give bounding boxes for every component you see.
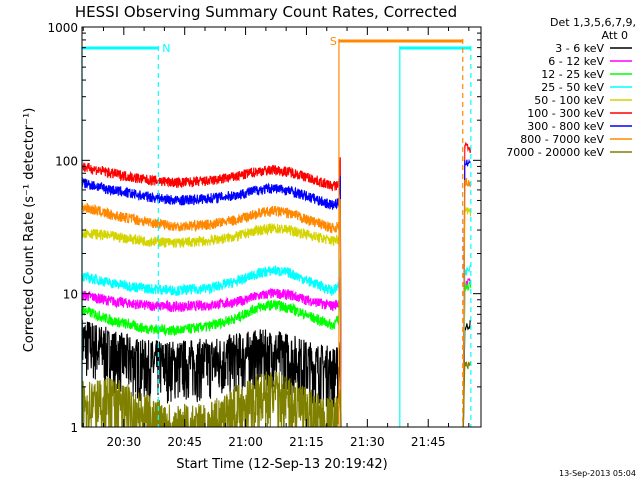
series-line-6-post-saa [462,141,472,428]
series-line-5 [81,211,342,428]
series-line-4 [81,258,342,428]
footer-date: 13-Sep-2013 05:04 [559,469,636,478]
legend-entry: 25 - 50 keV [541,81,632,94]
legend-entry: 6 - 12 keV [548,55,632,68]
legend-entry: 12 - 25 keV [541,68,632,81]
legend-header-line-1: Det 1,3,5,6,7,9, [550,16,636,29]
y-tick-label: 10 [63,288,78,302]
legend-entry: 7000 - 20000 keV [506,146,632,159]
saa-flag-label: S [330,35,337,48]
legend-entry: 100 - 300 keV [527,107,632,120]
y-tick-label: 1000 [47,21,78,35]
series-layer [81,141,472,428]
series-line-7-post-saa [462,158,471,428]
night-flag-label: N [162,42,170,55]
x-tick-label: 20:30 [107,435,142,449]
x-tick-label: 21:15 [289,435,324,449]
legend-entry: 800 - 7000 keV [520,133,632,146]
legend-entry: 300 - 800 keV [527,120,632,133]
legend-entry: 3 - 6 keV [555,42,632,55]
x-tick-label: 21:00 [228,435,263,449]
legend-label: 100 - 300 keV [527,107,604,120]
legend-header-line-2: Att 0 [602,29,628,42]
x-tick-label: 21:30 [350,435,385,449]
series-line-6 [81,157,342,428]
legend-label: 25 - 50 keV [541,81,604,94]
legend-label: 50 - 100 keV [534,94,604,107]
x-axis-label: Start Time (12-Sep-13 20:19:42) [176,457,387,472]
legend-label: 7000 - 20000 keV [506,146,604,159]
series-line-1 [81,319,342,428]
series-line-9-post-saa [462,361,472,428]
legend-label: 800 - 7000 keV [520,133,604,146]
y-axis-label: Corrected Count Rate (s⁻¹ detector⁻¹) [22,108,37,353]
legend-label: 3 - 6 keV [555,42,604,55]
series-line-8-post-saa [462,177,472,428]
legend-label: 12 - 25 keV [541,68,604,81]
series-line-8 [81,199,342,428]
legend-label: 300 - 800 keV [527,120,604,133]
y-tick-label: 100 [55,154,78,168]
series-line-3 [81,292,342,428]
axes-layer: 1 10 100 1000 20:30 20:45 21:00 21:15 21:30 21:45 [47,21,482,449]
x-tick-label: 20:45 [167,435,202,449]
x-tick-label: 21:45 [411,435,446,449]
series-line-7 [81,175,342,428]
plot-frame [81,26,482,428]
chart-title: HESSI Observing Summary Count Rates, Cor… [75,3,457,21]
y-tick-label: 1 [70,421,78,435]
series-line-2 [81,275,342,428]
legend-entry: 50 - 100 keV [534,94,632,107]
legend-label: 6 - 12 keV [548,55,604,68]
